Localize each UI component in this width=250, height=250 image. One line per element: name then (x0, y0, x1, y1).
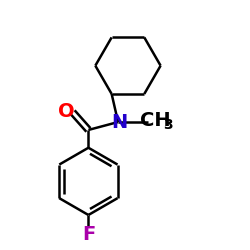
Text: F: F (82, 225, 95, 244)
Text: 3: 3 (163, 118, 172, 132)
Text: CH: CH (140, 110, 171, 130)
Text: N: N (111, 112, 127, 132)
Text: O: O (58, 102, 75, 121)
